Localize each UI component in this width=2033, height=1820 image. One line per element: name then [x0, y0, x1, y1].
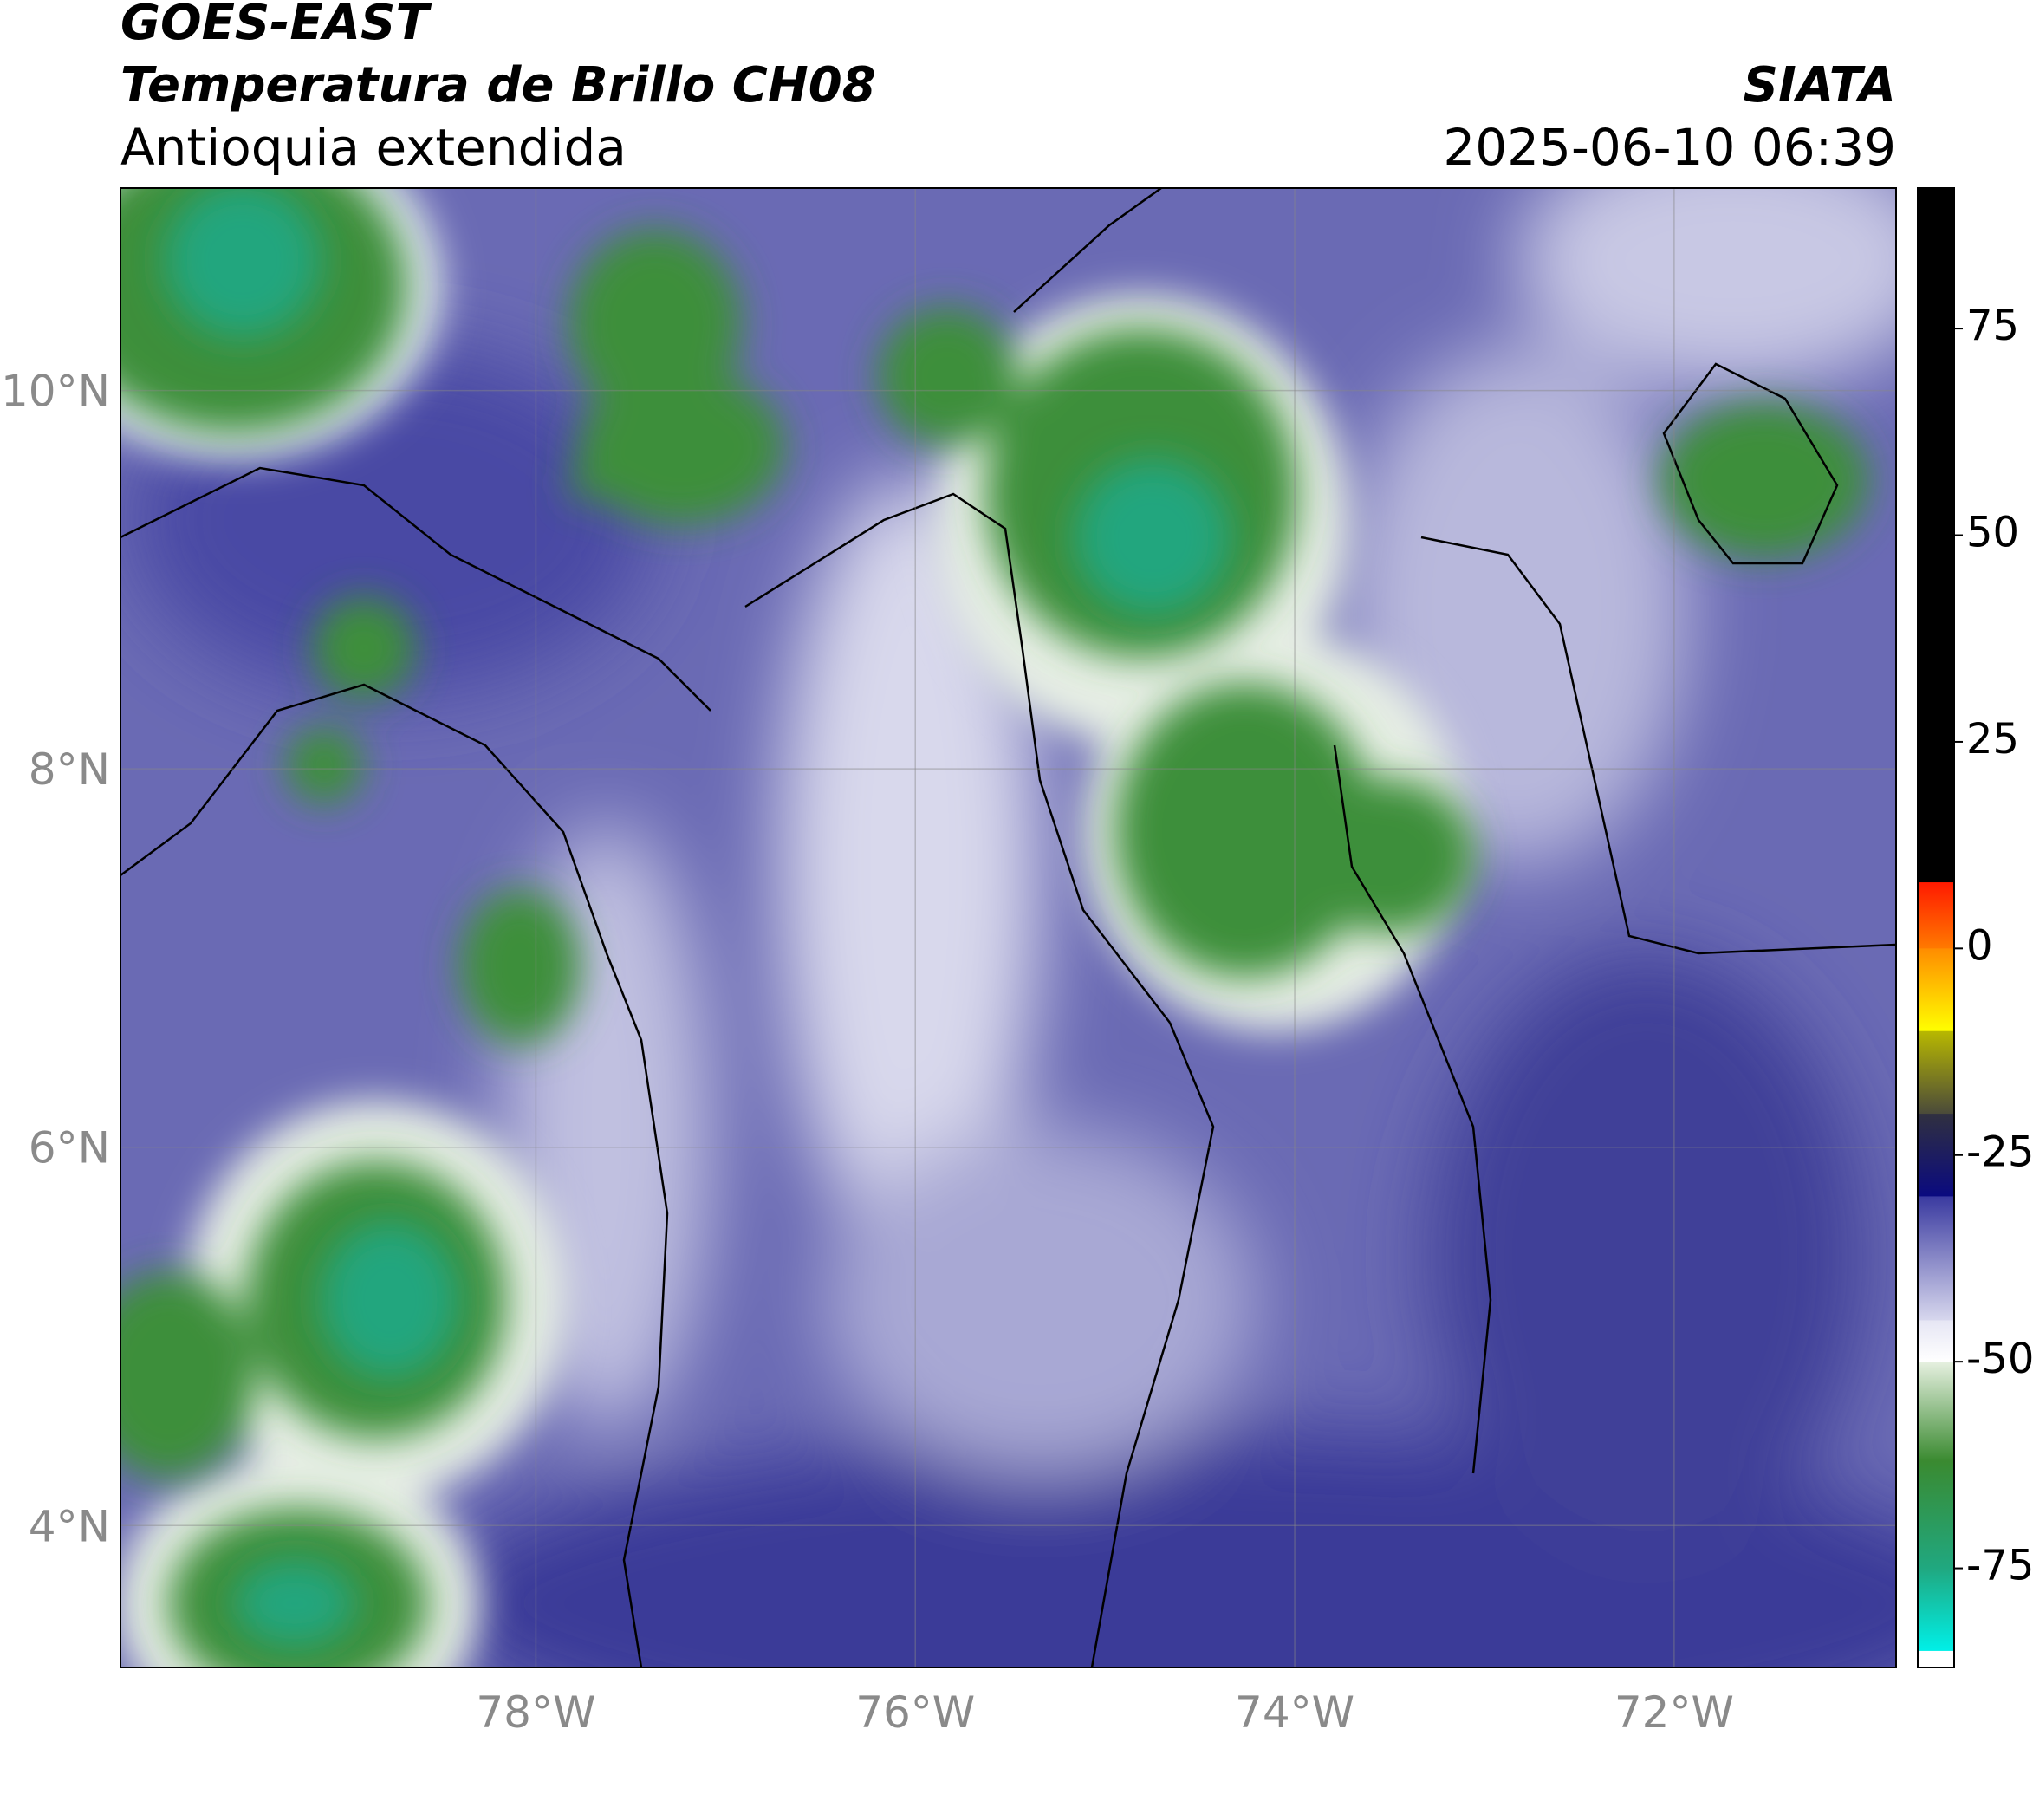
subtitle: Temperatura de Brillo CH08	[120, 57, 876, 114]
map-frame	[120, 187, 1897, 1668]
x-tick-label: 74°W	[1235, 1687, 1354, 1738]
datetime: 2025-06-10 06:39	[1443, 118, 1896, 177]
colorbar-band	[1918, 1568, 1954, 1652]
colorbar-band	[1918, 882, 1954, 949]
colorbar-tick-label: -75	[1966, 1542, 2033, 1590]
colorbar-tick-label: -50	[1966, 1335, 2033, 1383]
colorbar-tick-label: 0	[1966, 921, 1993, 970]
colorbar-tick-label: 50	[1966, 509, 2019, 557]
colorbar-band	[1918, 1460, 1954, 1570]
colorbar-band	[1918, 1362, 1954, 1462]
colorbar-band	[1918, 1196, 1954, 1321]
colorbar-tick-label: -25	[1966, 1128, 2033, 1177]
y-tick-label: 8°N	[29, 744, 110, 795]
y-tick-label: 4°N	[29, 1501, 110, 1551]
colorbar-band	[1918, 948, 1954, 1032]
colorbar-frame	[1917, 187, 1955, 1668]
x-tick-label: 76°W	[855, 1687, 975, 1738]
source: SIATA	[1744, 57, 1896, 114]
colorbar-band	[1918, 1030, 1954, 1115]
colorbar-band	[1918, 1114, 1954, 1197]
colorbar-tick-label: 75	[1966, 302, 2019, 350]
satellite-image	[120, 188, 1896, 1667]
x-tick-label: 78°W	[476, 1687, 595, 1738]
colorbar-band	[1918, 1320, 1954, 1362]
colorbar-tick-label: 25	[1966, 715, 2019, 764]
colorbar	[1918, 188, 1954, 1668]
x-tick-label: 72°W	[1614, 1687, 1734, 1738]
y-tick-label: 6°N	[29, 1123, 110, 1173]
borders	[120, 188, 1896, 1667]
colorbar-band	[1918, 188, 1954, 883]
colorbar-band	[1918, 1650, 1954, 1668]
y-tick-label: 10°N	[1, 367, 110, 417]
grid	[120, 188, 1896, 1667]
title: GOES-EAST	[120, 0, 432, 51]
region: Antioquia extendida	[120, 118, 627, 177]
